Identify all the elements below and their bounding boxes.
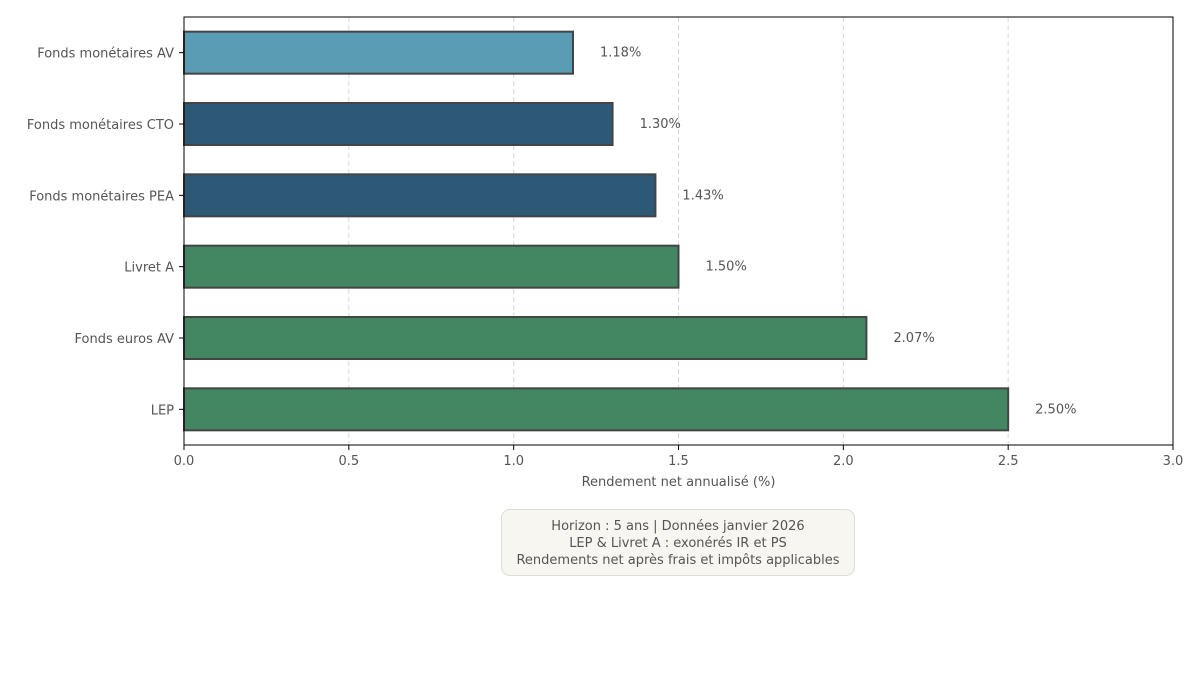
data-label: 1.18% — [600, 46, 641, 61]
data-label: 2.50% — [1035, 402, 1076, 417]
data-label: 1.50% — [706, 260, 747, 275]
bar — [183, 316, 868, 360]
y-tick-label: LEP — [151, 403, 174, 418]
data-label: 1.43% — [682, 188, 723, 203]
annotation-line: Rendements net après frais et impôts app… — [516, 553, 840, 568]
y-tick-label: Fonds monétaires CTO — [27, 118, 174, 133]
x-tick-label: 2.0 — [833, 454, 854, 469]
bar — [183, 102, 614, 146]
y-tick-label: Livret A — [124, 261, 174, 276]
y-tick-label: Fonds monétaires PEA — [29, 189, 174, 204]
data-label: 2.07% — [893, 331, 934, 346]
bar — [183, 387, 1010, 432]
bar — [183, 244, 680, 289]
annotation-line: LEP & Livret A : exonérés IR et PS — [569, 536, 787, 551]
x-tick-label: 0.5 — [338, 454, 359, 469]
chart-annotation-box: Horizon : 5 ans | Données janvier 2026 L… — [501, 509, 855, 576]
x-tick-label: 2.5 — [998, 454, 1019, 469]
x-tick-label: 1.5 — [668, 454, 689, 469]
x-tick-label: 0.0 — [174, 454, 195, 469]
bar — [183, 173, 657, 218]
x-axis-label: Rendement net annualisé (%) — [582, 475, 776, 490]
y-tick-label: Fonds euros AV — [75, 332, 175, 347]
x-tick-label: 3.0 — [1163, 454, 1184, 469]
y-tick-label: Fonds monétaires AV — [37, 47, 174, 62]
bar — [183, 30, 575, 75]
x-tick-label: 1.0 — [503, 454, 524, 469]
annotation-line: Horizon : 5 ans | Données janvier 2026 — [551, 519, 805, 534]
data-label: 1.30% — [640, 117, 681, 132]
